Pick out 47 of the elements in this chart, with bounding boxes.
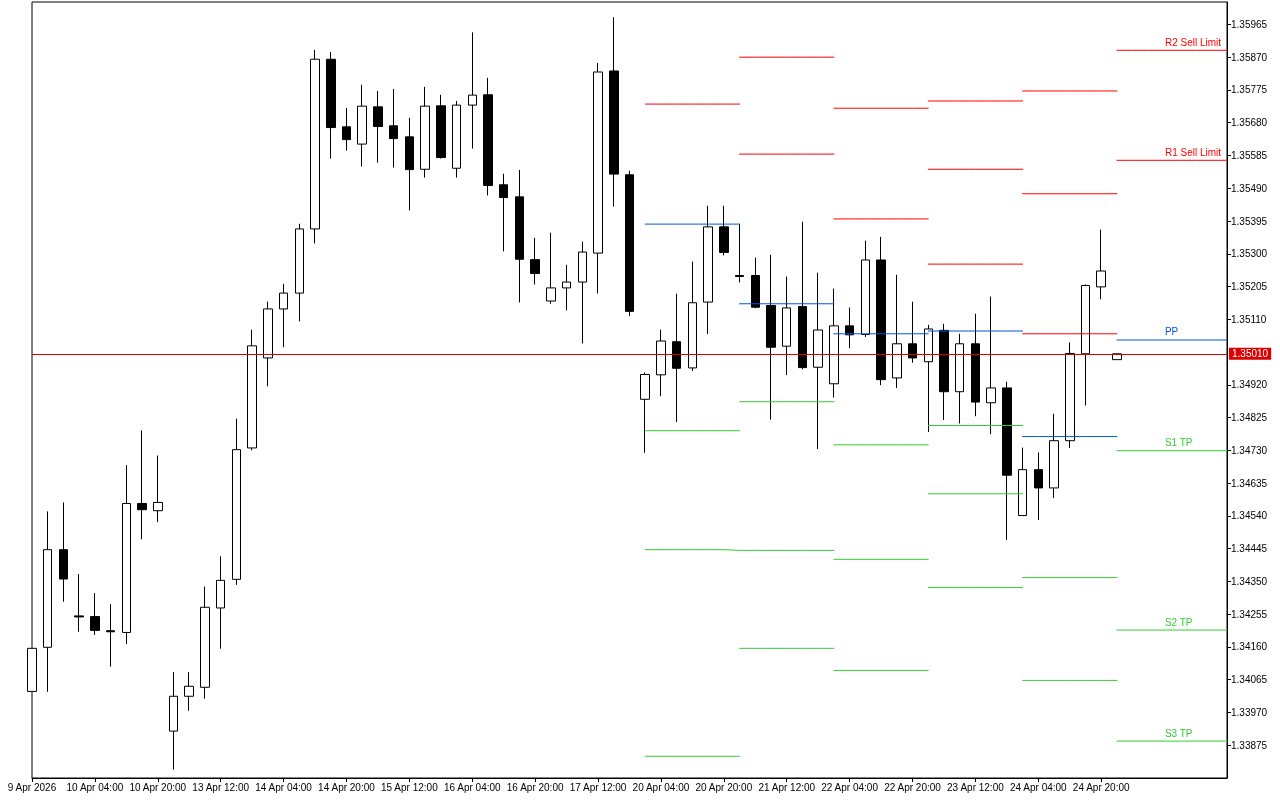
y-tick-label: 1.34255 (1231, 608, 1268, 620)
series-label: R1 Sell Limit (1164, 146, 1222, 158)
y-tick-label: 1.34540 (1231, 510, 1268, 522)
y-tick-label: 1.35395 (1231, 215, 1268, 227)
y-tick-label: 1.34445 (1231, 543, 1268, 555)
x-tick-label: 9 Apr 2026 (7, 781, 57, 793)
y-tick-label: 1.35490 (1231, 182, 1268, 194)
x-tick-label: 24 Apr 20:00 (1072, 781, 1130, 793)
x-tick-label: 10 Apr 04:00 (66, 781, 124, 793)
y-tick-label: 1.34635 (1231, 477, 1268, 489)
ref-line-label: 1.35010 (1232, 348, 1269, 360)
x-tick-label: 21 Apr 12:00 (758, 781, 816, 793)
y-tick-label: 1.35680 (1231, 117, 1268, 129)
series-label: S3 TP (1164, 727, 1193, 739)
y-tick-label: 1.35965 (1231, 18, 1268, 30)
y-tick-label: 1.33970 (1231, 706, 1268, 718)
x-tick-label: 23 Apr 12:00 (947, 781, 1005, 793)
y-tick-label: 1.35585 (1231, 149, 1268, 161)
x-tick-label: 16 Apr 04:00 (443, 781, 502, 793)
y-tick-label: 1.35300 (1231, 248, 1268, 260)
x-tick-label: 24 Apr 04:00 (1009, 781, 1068, 793)
x-tick-label: 22 Apr 20:00 (884, 781, 942, 793)
series-label: R2 Sell Limit (1164, 36, 1222, 48)
series-label: S1 TP (1164, 437, 1193, 449)
y-tick-label: 1.34065 (1231, 674, 1268, 686)
x-tick-label: 14 Apr 20:00 (318, 781, 376, 793)
y-tick-label: 1.34825 (1231, 412, 1268, 424)
y-tick-label: 1.34350 (1231, 575, 1268, 587)
y-tick-label: 1.35775 (1231, 84, 1268, 96)
x-tick-label: 20 Apr 20:00 (695, 781, 753, 793)
x-tick-label: 20 Apr 04:00 (632, 781, 690, 793)
x-tick-label: 17 Apr 12:00 (569, 781, 627, 793)
y-tick-label: 1.34160 (1231, 641, 1268, 653)
y-tick-label: 1.35870 (1231, 51, 1268, 63)
x-tick-label: 13 Apr 12:00 (192, 781, 250, 793)
y-tick-label: 1.34920 (1231, 379, 1268, 391)
y-tick-label: 1.34730 (1231, 444, 1268, 456)
y-tick-label: 1.33875 (1231, 739, 1268, 751)
x-tick-label: 16 Apr 20:00 (506, 781, 564, 793)
x-tick-label: 15 Apr 12:00 (381, 781, 439, 793)
series-label: S2 TP (1164, 616, 1193, 628)
x-tick-label: 14 Apr 04:00 (255, 781, 313, 793)
x-tick-label: 10 Apr 20:00 (129, 781, 187, 793)
y-tick-label: 1.35205 (1231, 281, 1268, 293)
y-tick-label: 1.35110 (1231, 313, 1267, 325)
series-label: PP (1164, 326, 1179, 338)
x-tick-label: 22 Apr 04:00 (821, 781, 879, 793)
